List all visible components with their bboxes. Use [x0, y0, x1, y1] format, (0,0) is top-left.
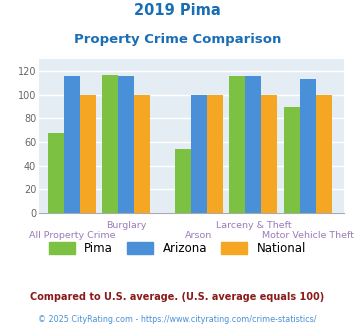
Bar	[246, 76, 262, 213]
Bar	[207, 95, 223, 213]
Bar	[300, 80, 316, 213]
Bar	[262, 95, 278, 213]
Text: Larceny & Theft: Larceny & Theft	[216, 221, 291, 230]
Bar	[175, 149, 191, 213]
Bar	[316, 95, 332, 213]
Text: 2019 Pima: 2019 Pima	[134, 3, 221, 18]
Text: Property Crime Comparison: Property Crime Comparison	[74, 33, 281, 46]
Bar	[284, 107, 300, 213]
Legend: Pima, Arizona, National: Pima, Arizona, National	[44, 237, 311, 260]
Text: Motor Vehicle Theft: Motor Vehicle Theft	[262, 231, 354, 240]
Bar	[48, 133, 64, 213]
Text: Compared to U.S. average. (U.S. average equals 100): Compared to U.S. average. (U.S. average …	[31, 292, 324, 302]
Bar	[102, 75, 118, 213]
Bar	[80, 95, 96, 213]
Bar	[64, 76, 80, 213]
Bar	[191, 95, 207, 213]
Text: Arson: Arson	[185, 231, 213, 240]
Bar	[134, 95, 150, 213]
Text: All Property Crime: All Property Crime	[28, 231, 115, 240]
Text: © 2025 CityRating.com - https://www.cityrating.com/crime-statistics/: © 2025 CityRating.com - https://www.city…	[38, 315, 317, 324]
Text: Burglary: Burglary	[106, 221, 147, 230]
Bar	[229, 76, 246, 213]
Bar	[118, 76, 134, 213]
